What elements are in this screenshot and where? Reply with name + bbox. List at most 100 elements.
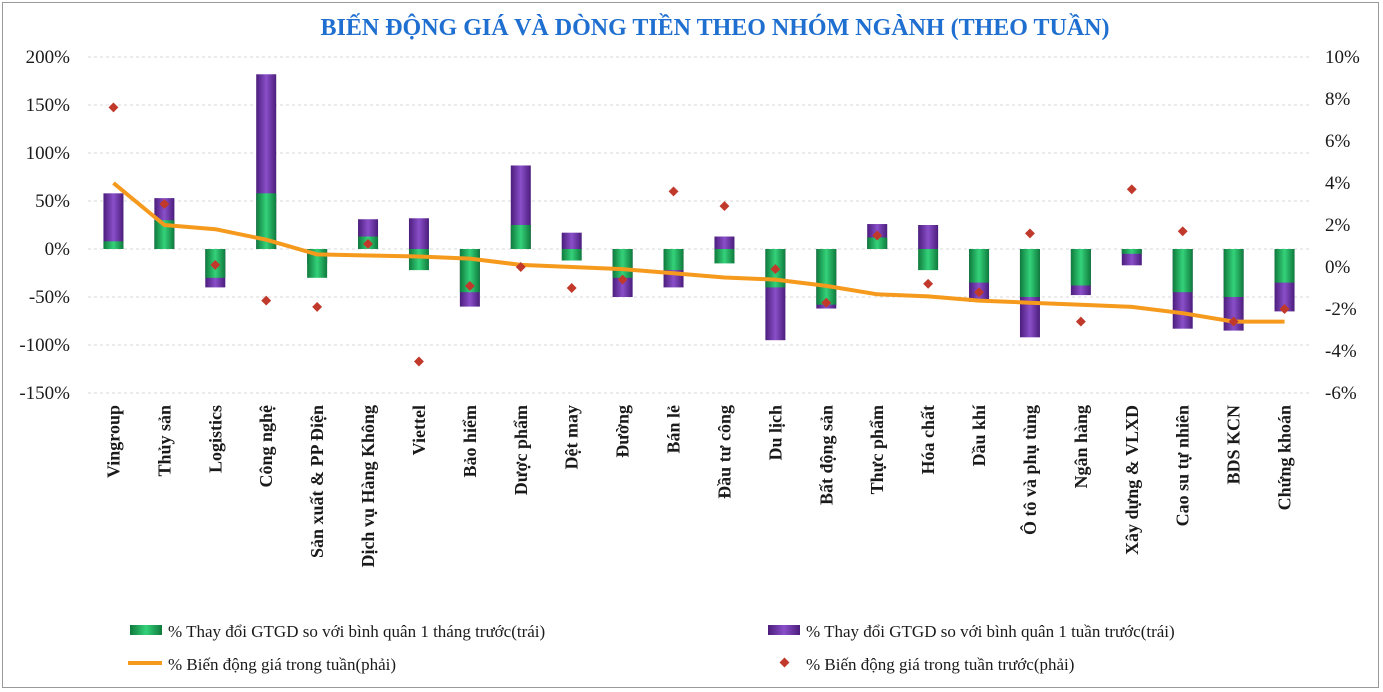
category-label: Logistics <box>205 405 225 473</box>
x-axis-categories: Vingroup Thủy sản Logistics Công nghệ Sản xu… <box>103 404 1294 568</box>
category-label: Dầu khí <box>969 404 989 467</box>
y-right-tick-label: 0% <box>1325 257 1351 278</box>
y-left-tick-label: 0% <box>45 239 71 260</box>
price-prev-week-point <box>261 295 272 306</box>
bars <box>103 74 1295 341</box>
category-label: Viettel <box>409 405 429 455</box>
y-left-tick-label: -150% <box>19 383 70 404</box>
price-week-line <box>112 181 1285 324</box>
y-left-tick-label: -50% <box>29 287 70 308</box>
y-left-tick-label: -100% <box>19 335 70 356</box>
legend-item-week: % Thay đổi GTGD so với bình quân 1 tuần … <box>768 622 1175 641</box>
y-left-tick-label: 150% <box>26 95 71 116</box>
bar-month <box>1121 249 1142 254</box>
category-label: Ô tô và phụ tùng <box>1019 405 1040 535</box>
price-line <box>112 181 1285 324</box>
legend-swatch-diamond <box>779 657 790 668</box>
category-label: Bảo hiểm <box>460 405 480 478</box>
category-label: Xây dựng & VLXD <box>1122 405 1142 555</box>
price-prev-week-point <box>1177 226 1188 237</box>
price-prev-week-point <box>1279 304 1290 314</box>
price-prev-week-point <box>312 301 323 312</box>
bar-month <box>103 241 124 249</box>
y-right-tick-label: 10% <box>1325 47 1360 68</box>
category-label: Đầu tư công <box>714 405 734 499</box>
bar-month <box>1172 249 1193 293</box>
bar-month <box>918 249 939 271</box>
price-prev-week-point <box>210 259 221 270</box>
price-prev-week-point <box>872 230 883 241</box>
legend-item-prev-price: % Biến động giá trong tuần trước(phải) <box>779 655 1074 674</box>
price-points <box>108 102 1290 367</box>
category-label: Thủy sản <box>154 405 174 477</box>
category-label: Hóa chất <box>918 405 938 475</box>
price-prev-week-point <box>668 186 679 197</box>
price-prev-week-point <box>770 264 781 275</box>
bar-month <box>1070 249 1091 286</box>
y-right-tick-label: -6% <box>1325 383 1357 404</box>
legend: % Thay đổi GTGD so với bình quân 1 tháng… <box>128 622 1175 674</box>
bar-week <box>561 232 582 249</box>
category-label: Bán lẻ <box>664 405 684 454</box>
bar-month <box>408 249 429 271</box>
y-right-tick-label: -4% <box>1325 341 1357 362</box>
legend-label-price: % Biến động giá trong tuần(phải) <box>168 655 396 674</box>
y-left-tick-label: 50% <box>35 191 70 212</box>
legend-item-price: % Biến động giá trong tuần(phải) <box>128 655 396 674</box>
legend-item-month: % Thay đổi GTGD so với bình quân 1 tháng… <box>130 622 545 641</box>
category-label: Bất động sản <box>816 405 836 505</box>
price-prev-week-point <box>159 199 170 209</box>
category-label: Du lịch <box>765 405 785 461</box>
y-right-tick-label: 2% <box>1325 215 1351 236</box>
price-prev-week-point <box>974 287 984 298</box>
bar-month <box>1223 249 1244 297</box>
price-prev-week-point <box>515 262 526 272</box>
category-label: Ngân hàng <box>1071 405 1091 489</box>
price-prev-week-point <box>1025 228 1035 239</box>
category-label: Chứng khoán <box>1275 405 1295 510</box>
bar-month <box>1274 249 1295 283</box>
category-label: BDS KCN <box>1224 405 1244 485</box>
price-prev-week-point <box>566 283 577 293</box>
y-right-tick-label: 8% <box>1325 89 1351 110</box>
bar-month <box>969 249 990 283</box>
price-prev-week-point <box>108 102 119 113</box>
bar-month <box>612 249 633 278</box>
y-right-tick-label: -2% <box>1325 299 1357 320</box>
bar-week <box>918 225 939 249</box>
y-axis-right: 10% 8% 6% 4% 2% 0% -2% -4% -6% <box>1325 47 1360 404</box>
bar-month <box>256 193 277 249</box>
legend-label-week: % Thay đổi GTGD so với bình quân 1 tuần … <box>806 622 1175 641</box>
category-label: Dệt may <box>562 405 582 469</box>
price-prev-week-point <box>1075 316 1086 327</box>
price-prev-week-point <box>414 356 424 367</box>
bar-month <box>561 249 582 261</box>
price-prev-week-point <box>617 274 628 285</box>
bar-month <box>663 249 684 271</box>
bar-month <box>1019 249 1040 297</box>
category-label: Dịch vụ Hàng Không <box>358 405 378 568</box>
bar-week <box>103 193 124 249</box>
price-prev-week-point <box>719 201 730 212</box>
legend-swatch-purple <box>768 625 800 635</box>
category-label: Dược phẩm <box>511 405 531 495</box>
y-right-tick-label: 4% <box>1325 173 1351 194</box>
y-right-tick-label: 6% <box>1325 131 1351 152</box>
bar-month <box>816 249 837 305</box>
category-label: Cao su tự nhiên <box>1173 405 1193 526</box>
price-prev-week-point <box>923 278 934 289</box>
legend-label-month: % Thay đổi GTGD so với bình quân 1 tháng… <box>168 622 545 641</box>
price-prev-week-point <box>1228 316 1239 327</box>
bar-month <box>714 249 735 264</box>
bar-week <box>408 218 429 249</box>
bar-week <box>714 236 735 249</box>
price-prev-week-point <box>464 280 475 291</box>
category-label: Sản xuất & PP Điện <box>307 405 327 558</box>
price-prev-week-point <box>1126 184 1137 195</box>
y-left-tick-label: 200% <box>26 47 71 68</box>
bar-month <box>867 237 888 249</box>
legend-swatch-green <box>130 625 162 635</box>
legend-label-prev-price: % Biến động giá trong tuần trước(phải) <box>806 655 1074 674</box>
